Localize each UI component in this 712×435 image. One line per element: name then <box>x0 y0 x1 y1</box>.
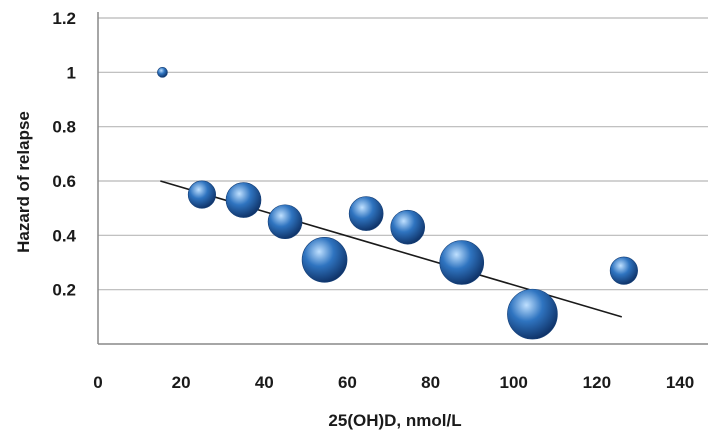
data-point-0 <box>157 67 168 78</box>
y-tick-label-3: 0.8 <box>52 118 76 137</box>
data-point-6 <box>390 209 426 245</box>
y-tick-label-5: 1.2 <box>52 9 76 28</box>
data-point-4 <box>301 236 348 283</box>
y-tick-label-2: 0.6 <box>52 172 76 191</box>
y-tick-label-0: 0.2 <box>52 281 76 300</box>
data-points <box>157 67 638 340</box>
x-tick-label-3: 60 <box>338 373 357 392</box>
x-tick-label-4: 80 <box>421 373 440 392</box>
tick-labels: 0.2 0.4 0.6 0.8 1 1.2 0 20 40 60 80 100 120 140 <box>52 9 694 392</box>
grid-lines <box>98 17 708 291</box>
x-tick-label-0: 0 <box>93 373 102 392</box>
x-axis-title: 25(OH)D, nmol/L <box>328 411 461 430</box>
data-point-2 <box>225 182 262 218</box>
data-point-3 <box>267 204 303 240</box>
y-tick-label-1: 0.4 <box>52 226 76 245</box>
x-tick-label-7: 140 <box>666 373 694 392</box>
data-point-1 <box>187 180 216 209</box>
x-tick-label-5: 100 <box>500 373 528 392</box>
data-point-8 <box>507 288 558 340</box>
data-point-9 <box>609 256 638 285</box>
x-tick-label-2: 40 <box>255 373 274 392</box>
x-tick-label-1: 20 <box>172 373 191 392</box>
x-tick-label-6: 120 <box>583 373 611 392</box>
y-axis-title: Hazard of relapse <box>14 111 33 253</box>
y-tick-label-4: 1 <box>67 63 76 82</box>
data-point-5 <box>348 196 384 231</box>
axes <box>97 12 708 345</box>
data-point-7 <box>439 240 485 285</box>
